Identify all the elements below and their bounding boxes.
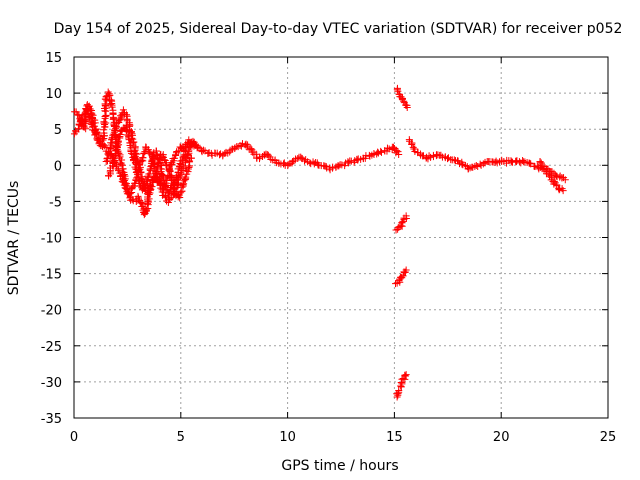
grid-lines bbox=[74, 57, 608, 418]
data-point-marker bbox=[378, 149, 385, 156]
y-tick-label: 15 bbox=[45, 51, 62, 66]
data-segment-jump-1 bbox=[394, 85, 411, 111]
x-tick-label: 25 bbox=[600, 430, 617, 445]
data-points-layer bbox=[71, 85, 569, 401]
y-tick-label: -5 bbox=[49, 195, 62, 210]
data-point-marker bbox=[102, 119, 109, 126]
data-point-marker bbox=[392, 280, 399, 287]
data-segment-jump-3 bbox=[392, 266, 410, 287]
y-tick-label: -15 bbox=[41, 268, 62, 283]
y-tick-label: -25 bbox=[41, 340, 62, 355]
data-segment-jump-2 bbox=[393, 212, 410, 233]
sdtvar-scatter-chart: Day 154 of 2025, Sidereal Day-to-day VTE… bbox=[0, 0, 640, 480]
data-point-marker bbox=[247, 145, 254, 152]
chart-title: Day 154 of 2025, Sidereal Day-to-day VTE… bbox=[54, 21, 623, 37]
x-tick-label: 20 bbox=[493, 430, 510, 445]
y-tick-label: -20 bbox=[41, 304, 62, 319]
y-tick-label: -10 bbox=[41, 232, 62, 247]
x-tick-label: 5 bbox=[177, 430, 185, 445]
y-tick-label: -30 bbox=[41, 376, 62, 391]
y-tick-label: 0 bbox=[54, 159, 62, 174]
y-tick-label: -35 bbox=[41, 412, 62, 427]
y-axis-label: SDTVAR / TECUs bbox=[6, 181, 22, 296]
y-tick-label: 5 bbox=[54, 123, 62, 138]
axis-ticks: 0 5 10 15 20 25 15 10 5 0 -5 -10 -15 -20 -25 -30 -35 bbox=[41, 51, 617, 445]
data-point-marker bbox=[395, 390, 402, 397]
x-tick-label: 15 bbox=[386, 430, 403, 445]
data-point-marker bbox=[105, 172, 112, 179]
data-segment-jump-4 bbox=[393, 371, 409, 400]
x-tick-label: 10 bbox=[279, 430, 296, 445]
data-point-marker bbox=[509, 159, 516, 166]
y-tick-label: 10 bbox=[45, 87, 62, 102]
x-tick-label: 0 bbox=[70, 430, 78, 445]
x-axis-label: GPS time / hours bbox=[281, 458, 398, 474]
data-segment-main-trace bbox=[178, 139, 402, 173]
